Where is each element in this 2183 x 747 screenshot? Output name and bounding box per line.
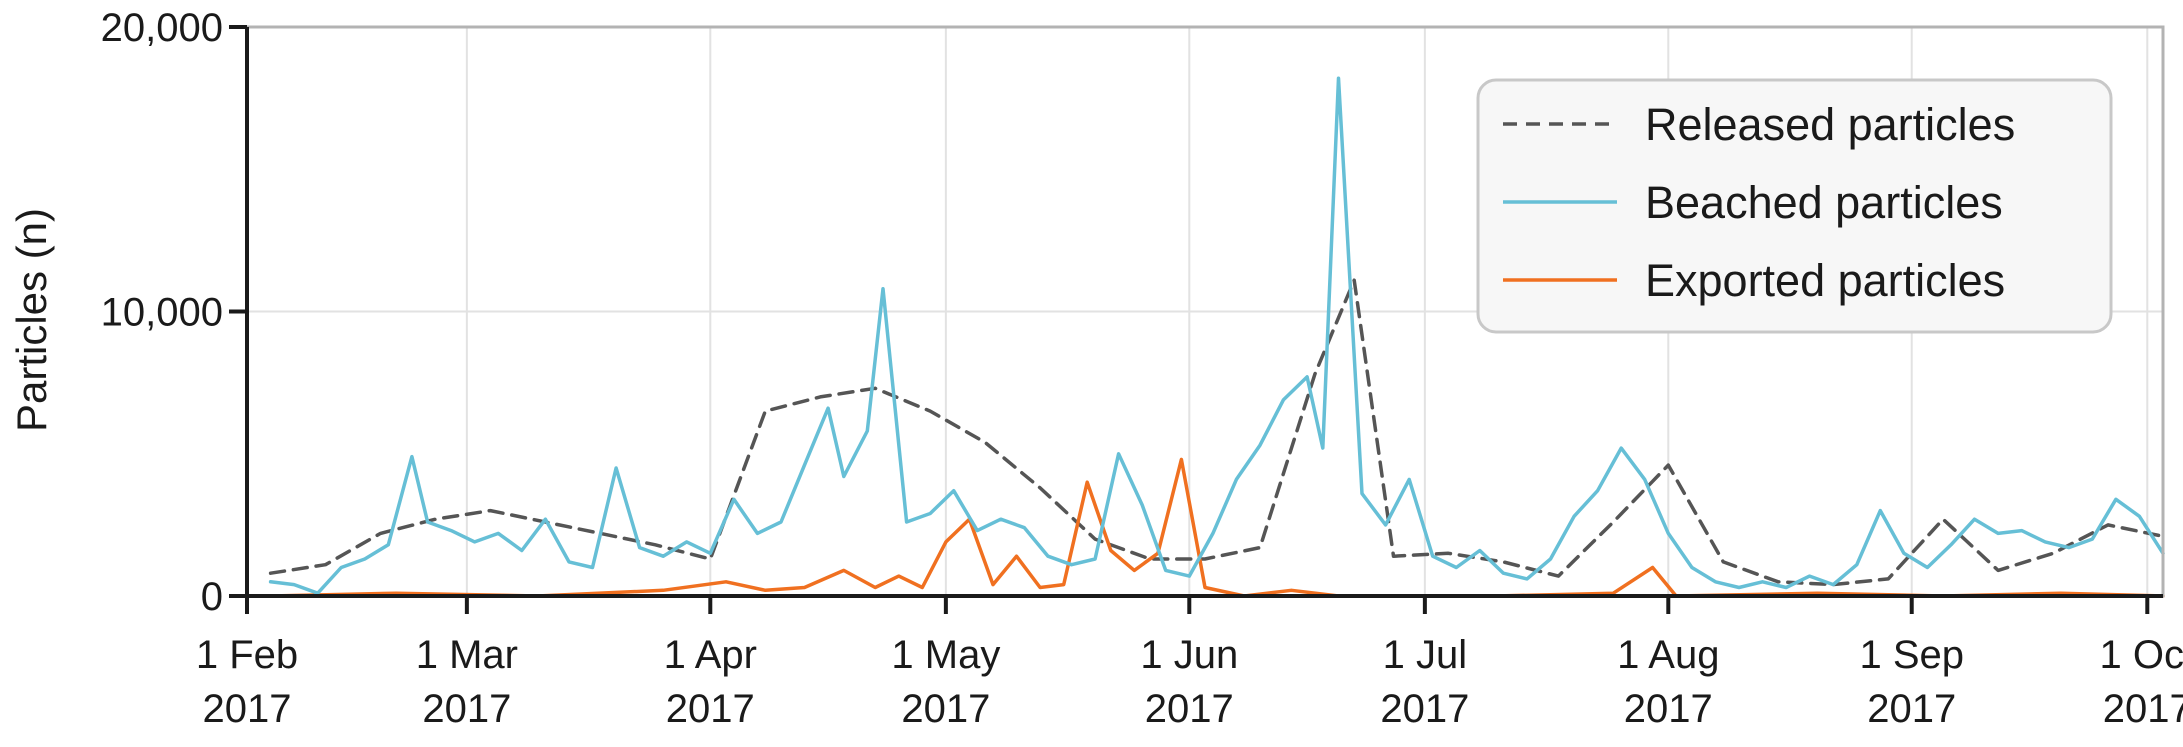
x-tick-label: 1 Mar 2017: [416, 633, 518, 731]
legend-label: Beached particles: [1645, 177, 2003, 228]
x-tick-label-year: 2017: [2103, 687, 2183, 731]
series-line-exported-particles: [268, 457, 2165, 598]
x-tick-label: 1 Aug 2017: [1617, 633, 1719, 731]
y-tick-label: 20,000: [101, 6, 223, 50]
legend-label: Released particles: [1645, 99, 2015, 150]
series-layer: [268, 76, 2165, 598]
series-line-released-particles: [268, 278, 2165, 587]
x-tick-label-year: 2017: [1624, 687, 1713, 731]
x-tick-label-month: 1 Jun: [1140, 633, 1238, 677]
x-tick-label-month: 1 Sep: [1859, 633, 1964, 677]
series-line-beached-particles: [268, 76, 2165, 595]
x-tick-label-month: 1 Feb: [196, 633, 298, 677]
x-tick-label-year: 2017: [901, 687, 990, 731]
y-axis: 0 10,000 20,000: [101, 6, 249, 619]
x-tick-label-year: 2017: [203, 687, 292, 731]
x-tick-label: 1 May 2017: [891, 633, 1000, 731]
y-axis-label: Particles (n): [8, 208, 55, 432]
legend-label: Exported particles: [1645, 255, 2005, 306]
x-tick-label-month: 1 May: [891, 633, 1000, 677]
legend-box: [1476, 78, 2113, 334]
x-tick-label-year: 2017: [1867, 687, 1956, 731]
x-tick-label-month: 1 Apr: [664, 633, 757, 677]
y-tick-label: 10,000: [101, 291, 223, 335]
legend: Released particles Beached particles Expor…: [1476, 78, 2113, 334]
x-tick-label-month: 1 Oct: [2099, 633, 2183, 677]
y-tick-label: 0: [201, 575, 223, 619]
x-tick-label-month: 1 Jul: [1383, 633, 1468, 677]
x-tick-label-month: 1 Mar: [416, 633, 518, 677]
x-tick-label-year: 2017: [666, 687, 755, 731]
x-tick-label: 1 Feb 2017: [196, 633, 298, 731]
x-tick-label-month: 1 Aug: [1617, 633, 1719, 677]
x-tick-label: 1 Jul 2017: [1380, 633, 1469, 731]
x-tick-label: 1 Oct 2017: [2099, 633, 2183, 731]
x-tick-label-year: 2017: [422, 687, 511, 731]
x-tick-label: 1 Sep 2017: [1859, 633, 1964, 731]
x-tick-label: 1 Apr 2017: [664, 633, 757, 731]
x-tick-label: 1 Jun 2017: [1140, 633, 1238, 731]
x-tick-label-year: 2017: [1145, 687, 1234, 731]
x-tick-label-year: 2017: [1380, 687, 1469, 731]
